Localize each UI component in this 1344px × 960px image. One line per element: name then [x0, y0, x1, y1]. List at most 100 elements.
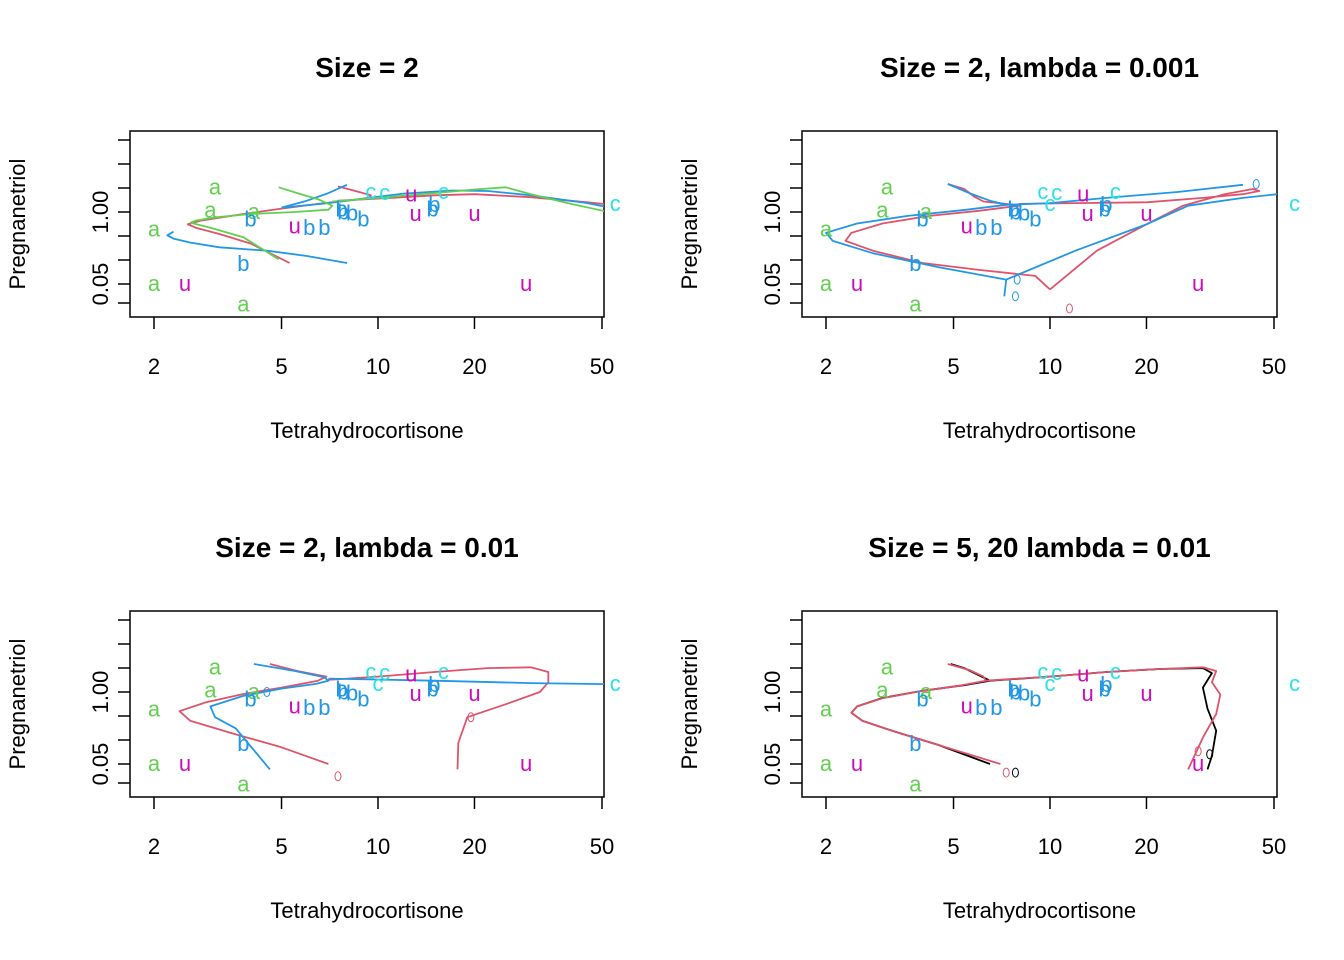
- data-point-b: b: [346, 200, 358, 225]
- curve-marker: [1011, 291, 1019, 302]
- x-tick-label: 20: [462, 834, 486, 859]
- data-point-a: a: [209, 654, 222, 679]
- data-point-a: a: [920, 199, 933, 224]
- decision-curve-red: [850, 663, 1001, 765]
- data-point-u: u: [851, 751, 863, 776]
- data-point-b: b: [990, 695, 1002, 720]
- data-point-c: c: [1110, 659, 1121, 684]
- chart-panel-4: Size = 5, 20 lambda = 0.01 Tetrahydrocort…: [677, 532, 1300, 923]
- y-axis-label: Pregnanetriol: [5, 159, 30, 290]
- decision-curve-blue: [209, 663, 330, 770]
- data-point-u: u: [1081, 681, 1093, 706]
- data-point-u: u: [961, 694, 973, 719]
- panel-title: Size = 2, lambda = 0.001: [880, 52, 1199, 83]
- data-point-c: c: [1051, 660, 1062, 685]
- y-tick-label: 1.00: [760, 191, 785, 234]
- data-point-a: a: [820, 217, 833, 242]
- data-point-a: a: [204, 197, 217, 222]
- data-point-a: a: [881, 654, 894, 679]
- curve-marker: [1206, 749, 1214, 760]
- data-point-a: a: [876, 197, 889, 222]
- x-tick-label: 2: [148, 354, 160, 379]
- data-point-b: b: [1018, 200, 1030, 225]
- data-point-u: u: [468, 681, 480, 706]
- y-tick-label: 0.05: [88, 743, 113, 786]
- data-point-c: c: [373, 671, 384, 696]
- x-tick-label: 5: [947, 354, 959, 379]
- decision-curve-blue: [328, 677, 604, 685]
- y-tick-label: 0.05: [760, 263, 785, 306]
- curve-marker: [1002, 767, 1010, 778]
- data-point-b: b: [916, 207, 928, 232]
- data-point-b: b: [357, 687, 369, 712]
- x-tick-label: 10: [1038, 834, 1062, 859]
- data-point-u: u: [961, 214, 973, 239]
- plot-area: [825, 179, 1277, 314]
- data-point-c: c: [379, 180, 390, 205]
- data-point-u: u: [409, 681, 421, 706]
- data-point-c: c: [438, 179, 449, 204]
- data-point-b: b: [303, 695, 315, 720]
- data-point-u: u: [520, 271, 532, 296]
- data-point-c: c: [1110, 179, 1121, 204]
- curve-marker: [467, 712, 475, 723]
- plot-area: [178, 663, 630, 782]
- decision-curve-red: [178, 663, 329, 765]
- data-point-u: u: [520, 751, 532, 776]
- data-point-b: b: [244, 207, 256, 232]
- decision-curve-red: [1018, 188, 1261, 291]
- data-point-a: a: [920, 679, 933, 704]
- data-point-b: b: [990, 215, 1002, 240]
- data-point-u: u: [1077, 662, 1089, 687]
- data-point-a: a: [209, 174, 222, 199]
- x-tick-label: 2: [820, 354, 832, 379]
- x-tick-label: 50: [1262, 354, 1286, 379]
- x-tick-label: 20: [1134, 354, 1158, 379]
- plot-frame: [801, 610, 1278, 798]
- data-point-b: b: [318, 695, 330, 720]
- curve-marker: [1065, 303, 1073, 314]
- data-point-c: c: [1289, 191, 1300, 216]
- x-tick-label: 50: [590, 834, 614, 859]
- data-point-b: b: [337, 200, 349, 225]
- data-point-b: b: [909, 251, 921, 276]
- panel-title: Size = 2: [315, 52, 419, 83]
- decision-curve-green: [189, 186, 334, 261]
- curve-marker: [1252, 179, 1260, 190]
- x-tick-label: 10: [366, 834, 390, 859]
- x-tick-label: 5: [275, 834, 287, 859]
- data-point-b: b: [916, 687, 928, 712]
- decision-curve-red: [186, 185, 372, 264]
- decision-curve-green: [332, 186, 604, 212]
- data-point-a: a: [909, 292, 922, 317]
- data-point-b: b: [346, 680, 358, 705]
- panel-title: Size = 5, 20 lambda = 0.01: [868, 532, 1210, 563]
- x-tick-label: 5: [947, 834, 959, 859]
- data-point-a: a: [820, 271, 833, 296]
- x-tick-label: 10: [366, 354, 390, 379]
- x-tick-label: 2: [148, 834, 160, 859]
- data-point-b: b: [1098, 197, 1110, 222]
- decision-curve-blue: [166, 230, 348, 264]
- data-point-b: b: [244, 687, 256, 712]
- curve-marker: [263, 687, 271, 697]
- curve-marker: [624, 680, 630, 689]
- data-point-c: c: [1045, 671, 1056, 696]
- data-point-b: b: [237, 731, 249, 756]
- data-point-a: a: [148, 271, 161, 296]
- decision-curve-red: [844, 183, 1051, 291]
- y-tick-label: 0.05: [88, 263, 113, 306]
- data-point-c: c: [610, 671, 621, 696]
- data-point-b: b: [303, 215, 315, 240]
- data-point-u: u: [1140, 681, 1152, 706]
- decision-curve-blue: [825, 203, 1008, 297]
- data-point-a: a: [148, 697, 161, 722]
- data-point-b: b: [428, 672, 440, 697]
- x-axis-label: Tetrahydrocortisone: [943, 898, 1136, 923]
- curve-marker: [1013, 274, 1021, 285]
- x-tick-label: 5: [275, 354, 287, 379]
- data-point-c: c: [365, 659, 376, 684]
- data-point-b: b: [335, 677, 347, 702]
- data-point-u: u: [179, 751, 191, 776]
